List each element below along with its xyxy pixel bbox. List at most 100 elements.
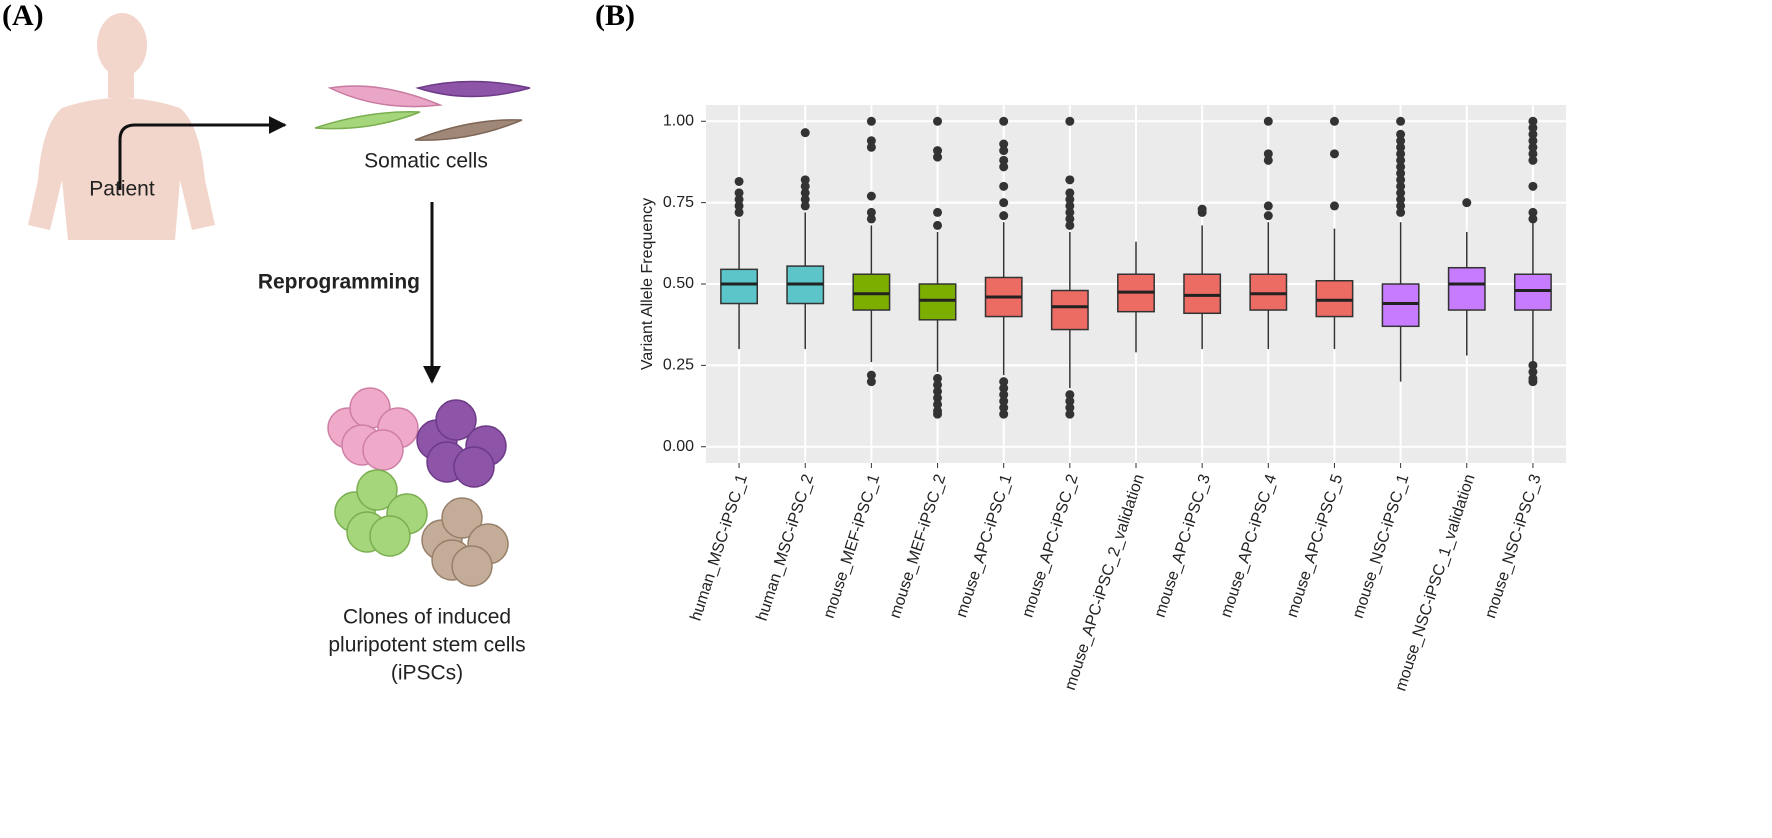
outlier — [933, 116, 943, 126]
outlier — [1528, 214, 1538, 224]
outlier — [1396, 194, 1406, 204]
outlier — [1396, 149, 1406, 159]
outlier — [1396, 207, 1406, 217]
outlier — [866, 191, 876, 201]
outlier — [999, 390, 1009, 400]
outlier — [1528, 360, 1538, 370]
outlier — [1396, 188, 1406, 198]
panel-label: (A) — [2, 0, 44, 32]
arrow — [118, 116, 287, 190]
outlier — [800, 175, 810, 185]
x-tick-label: mouse_APC-iPSC_2 — [1019, 472, 1081, 619]
outlier — [866, 207, 876, 217]
outlier — [866, 370, 876, 380]
outlier — [1329, 116, 1339, 126]
outlier — [1396, 116, 1406, 126]
x-tick-label: mouse_MEF-iPSC_1 — [821, 472, 884, 620]
outlier — [1396, 181, 1406, 191]
outlier — [1396, 201, 1406, 211]
outlier — [866, 136, 876, 146]
box — [1050, 289, 1089, 331]
outlier — [1528, 207, 1538, 217]
outlier — [866, 116, 876, 126]
outlier — [1396, 168, 1406, 178]
box — [1249, 273, 1288, 311]
outlier — [999, 383, 1009, 393]
x-tick-label: human_MSC-iPSC_1 — [687, 472, 750, 623]
outlier — [1065, 188, 1075, 198]
outlier — [933, 399, 943, 409]
x-tick-label: human_MSC-iPSC_2 — [754, 472, 817, 623]
outlier — [734, 201, 744, 211]
outlier — [1197, 204, 1207, 214]
box — [1513, 273, 1552, 311]
box — [918, 283, 957, 321]
outlier — [933, 386, 943, 396]
outlier — [933, 152, 943, 162]
x-tick-label: mouse_APC-iPSC_2_validation — [1062, 472, 1148, 692]
outlier — [999, 146, 1009, 156]
outlier — [1528, 367, 1538, 377]
outlier — [1528, 136, 1538, 146]
box — [720, 268, 759, 305]
x-tick-label: mouse_APC-iPSC_3 — [1152, 472, 1214, 619]
outlier — [1263, 149, 1273, 159]
outlier — [933, 393, 943, 403]
outlier — [1065, 396, 1075, 406]
outlier — [1263, 155, 1273, 165]
outlier — [999, 198, 1009, 208]
outlier — [999, 116, 1009, 126]
label: Somatic cells — [364, 150, 488, 173]
outlier — [1528, 116, 1538, 126]
outlier — [1528, 181, 1538, 191]
outlier — [1065, 214, 1075, 224]
box — [852, 273, 891, 311]
y-tick-label: 0.75 — [663, 194, 694, 211]
x-tick-label: mouse_NSC-iPSC_1_validation — [1392, 472, 1478, 693]
outlier — [1528, 129, 1538, 139]
outlier — [866, 377, 876, 387]
outlier — [1263, 201, 1273, 211]
y-tick-label: 1.00 — [663, 112, 694, 129]
outlier — [800, 194, 810, 204]
outlier — [1528, 377, 1538, 387]
outlier — [1065, 175, 1075, 185]
outlier — [933, 146, 943, 156]
outlier — [734, 194, 744, 204]
x-tick-label: mouse_APC-iPSC_1 — [953, 472, 1015, 619]
outlier — [1528, 142, 1538, 152]
x-tick-label: mouse_NSC-iPSC_1 — [1350, 472, 1413, 620]
outlier — [800, 188, 810, 198]
outlier — [800, 181, 810, 191]
outlier — [933, 207, 943, 217]
outlier — [1065, 403, 1075, 413]
outlier — [1263, 116, 1273, 126]
outlier — [1396, 136, 1406, 146]
outlier — [1065, 116, 1075, 126]
box — [1447, 266, 1486, 311]
x-tick-label: mouse_MEF-iPSC_2 — [887, 472, 950, 620]
outlier — [999, 162, 1009, 172]
outlier — [734, 207, 744, 217]
outlier — [999, 139, 1009, 149]
label: Clones of induced — [343, 606, 511, 629]
box — [1315, 279, 1354, 318]
y-axis-label: Variant Allele Frequency — [639, 198, 656, 370]
outlier — [866, 214, 876, 224]
outlier — [1065, 390, 1075, 400]
label: (iPSCs) — [391, 662, 463, 685]
y-tick-label: 0.50 — [663, 275, 694, 292]
outlier — [1396, 155, 1406, 165]
outlier — [1065, 194, 1075, 204]
outlier — [1396, 142, 1406, 152]
x-tick-label: mouse_APC-iPSC_5 — [1284, 472, 1346, 619]
outlier — [1329, 149, 1339, 159]
y-tick-label: 0.25 — [663, 357, 694, 374]
outlier — [999, 155, 1009, 165]
outlier — [1528, 155, 1538, 165]
label: Reprogramming — [258, 271, 420, 294]
outlier — [1065, 409, 1075, 419]
somatic-cells — [314, 80, 531, 141]
outlier — [1329, 201, 1339, 211]
